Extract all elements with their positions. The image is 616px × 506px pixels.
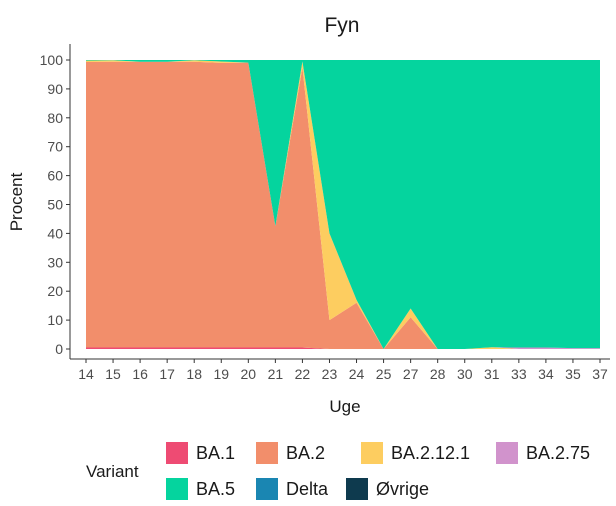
chart-title: Fyn (324, 14, 359, 37)
legend-item: BA.5 (166, 478, 235, 500)
legend-label: BA.2.75 (526, 442, 591, 463)
legend-title: Variant (86, 462, 139, 481)
x-axis-label: Uge (329, 397, 360, 416)
x-tick-label: 21 (268, 366, 284, 382)
legend-item: Delta (256, 478, 328, 500)
y-tick-label: 80 (47, 110, 63, 126)
x-tick-label: 17 (159, 366, 175, 382)
y-tick-label: 70 (47, 139, 63, 155)
y-tick-label: 10 (47, 312, 63, 328)
area-ba-2-12-1 (86, 60, 600, 349)
x-tick-label: 25 (376, 366, 392, 382)
y-tick-label: 60 (47, 168, 63, 184)
x-tick-label: 33 (511, 366, 527, 382)
area-ba-2 (86, 61, 600, 349)
y-tick-label: 100 (40, 52, 64, 68)
legend-label: Øvrige (376, 478, 430, 499)
legend-label: BA.5 (196, 478, 236, 499)
x-tick-label: 30 (457, 366, 473, 382)
legend-label: Delta (286, 478, 329, 499)
x-tick-label: 23 (322, 366, 338, 382)
x-tick-label: 34 (538, 366, 554, 382)
x-tick-label: 14 (78, 366, 94, 382)
x-tick-label: 15 (105, 366, 121, 382)
stacked-area-chart: Fyn 0 10 20 30 40 50 60 70 80 90 100 14 15 16 17 18 19 20… (7, 14, 610, 416)
x-tick-label: 16 (132, 366, 148, 382)
legend-label: BA.1 (196, 442, 236, 463)
x-tick-label: 19 (213, 366, 229, 382)
y-tick-label: 40 (47, 225, 63, 241)
legend: Variant BA.1 BA.2 BA.2.12.1 BA.2.75 BA.5 Delt… (86, 440, 606, 502)
legend-item: Øvrige (346, 478, 429, 500)
x-tick-label: 28 (430, 366, 446, 382)
y-tick-label: 0 (55, 341, 63, 357)
legend-item: BA.1 (166, 442, 235, 464)
area-ba-5 (86, 60, 600, 349)
legend-swatch (346, 478, 368, 500)
legend-swatch (256, 442, 278, 464)
y-tick-label: 90 (47, 81, 63, 97)
axes: 0 10 20 30 40 50 60 70 80 90 100 14 15 16 17 18 19 20 21 22… (40, 44, 610, 382)
x-tick-label: 31 (484, 366, 500, 382)
y-tick-label: 50 (47, 197, 63, 213)
area-ba-1 (86, 347, 600, 349)
y-tick-label: 20 (47, 283, 63, 299)
legend-swatch (166, 478, 188, 500)
legend-item: BA.2.12.1 (361, 442, 470, 464)
x-tick-label: 20 (241, 366, 257, 382)
y-axis-label: Procent (7, 172, 26, 231)
x-tick-label: 18 (186, 366, 202, 382)
legend-item: BA.2.75 (496, 442, 590, 464)
legend-swatch (361, 442, 383, 464)
legend-item: BA.2 (256, 442, 325, 464)
legend-swatch (496, 442, 518, 464)
x-tick-label: 37 (592, 366, 608, 382)
legend-label: BA.2.12.1 (391, 442, 471, 463)
y-tick-label: 30 (47, 254, 63, 270)
legend-swatch (166, 442, 188, 464)
x-tick-label: 22 (295, 366, 311, 382)
x-tick-label: 35 (565, 366, 581, 382)
legend-label: BA.2 (286, 442, 326, 463)
plot-area (70, 44, 610, 359)
legend-swatch (256, 478, 278, 500)
x-tick-label: 24 (349, 366, 365, 382)
x-tick-label: 27 (403, 366, 419, 382)
